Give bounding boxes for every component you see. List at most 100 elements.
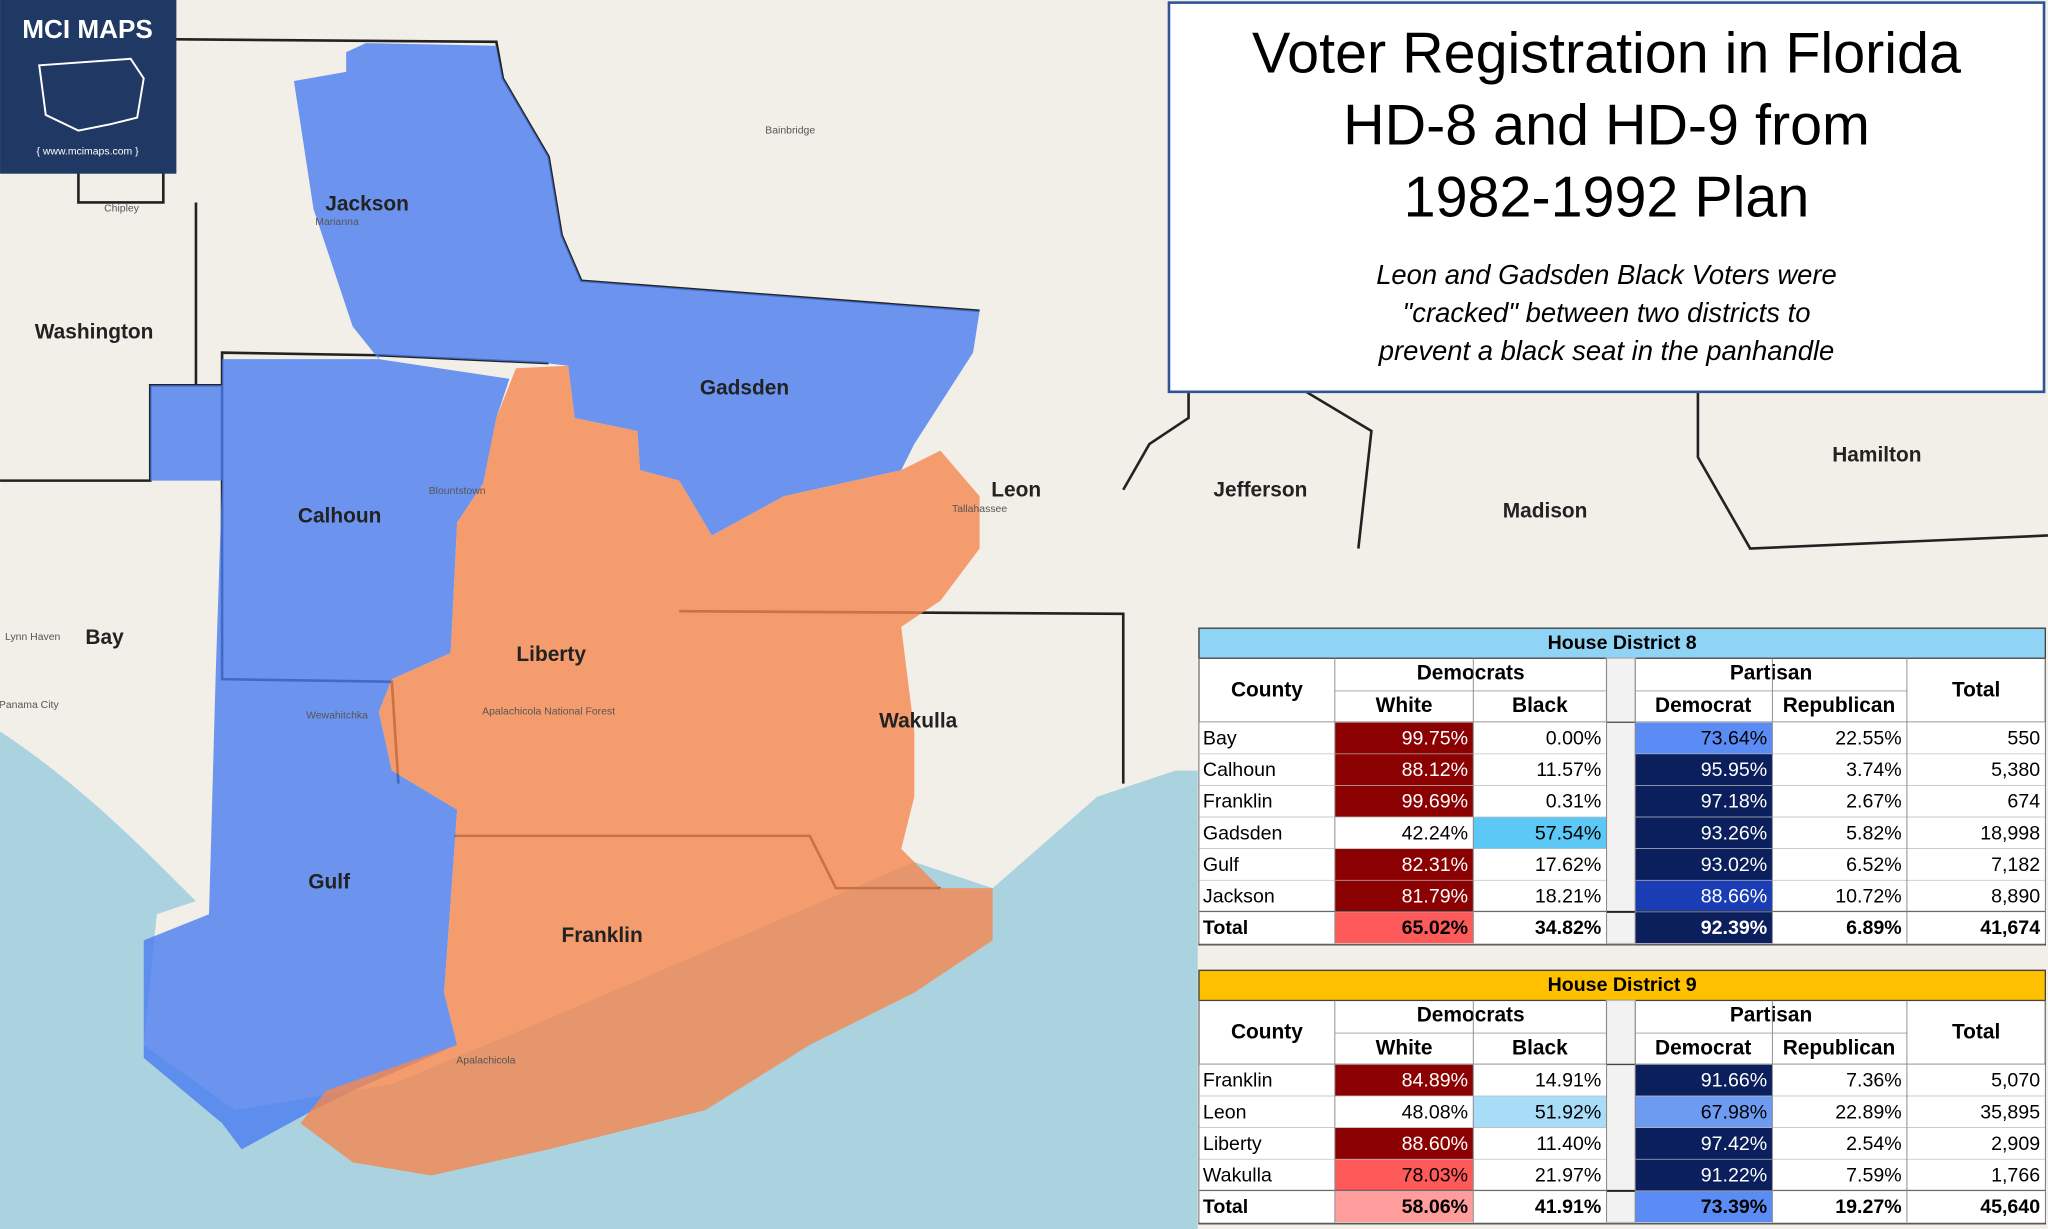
county-label: Hamilton: [1832, 443, 1921, 466]
cell: [1906, 1158, 2046, 1192]
county-label: Jackson: [325, 193, 409, 216]
county-name: Total: [1203, 1196, 1248, 1218]
column-header: Republican: [1783, 1036, 1896, 1059]
cell-value: 81.79%: [1402, 886, 1468, 908]
cell-value: 7,182: [1991, 854, 2040, 876]
cell: [1634, 911, 1773, 944]
cell: [1472, 848, 1607, 881]
cell-value: 93.02%: [1701, 854, 1767, 876]
county-name: Gadsden: [1203, 822, 1282, 844]
subtitle-line: "cracked" between two districts to: [1403, 297, 1811, 328]
place-label: Lynn Haven: [5, 632, 61, 643]
county-name: Liberty: [1203, 1133, 1262, 1155]
column-header: Black: [1512, 1036, 1568, 1059]
column-header: White: [1376, 694, 1433, 717]
cell-value: 1,766: [1991, 1165, 2040, 1187]
cell: [1906, 1190, 2046, 1223]
cell-value: 97.18%: [1701, 791, 1767, 813]
cell: [1198, 848, 1336, 881]
cell-value: 18.21%: [1535, 886, 1601, 908]
cell-value: 73.39%: [1701, 1196, 1767, 1218]
cell-value: 5,070: [1991, 1070, 2040, 1092]
cell-value: 22.89%: [1835, 1101, 1901, 1123]
cell: [1634, 1158, 1773, 1192]
cell-value: 93.26%: [1701, 822, 1767, 844]
title-panel: [1167, 1, 2046, 394]
cell-value: 51.92%: [1535, 1101, 1601, 1123]
cell-value: 82.31%: [1402, 854, 1468, 876]
cell: [1634, 816, 1773, 850]
cell-value: 99.75%: [1402, 728, 1468, 750]
cell-value: 95.95%: [1701, 759, 1767, 781]
place-label: Apalachicola: [456, 1055, 515, 1066]
cell: [1906, 785, 2046, 818]
county-name: Total: [1203, 917, 1248, 939]
cell-value: 58.06%: [1402, 1196, 1468, 1218]
county-label: Franklin: [562, 924, 643, 947]
cell: [1334, 721, 1474, 755]
logo-panel: [0, 0, 177, 174]
cell-value: 0.00%: [1546, 728, 1602, 750]
table-title-bar: [1198, 969, 2046, 1002]
place-label: Marianna: [315, 217, 359, 228]
cell: [1334, 1158, 1474, 1192]
district-8: [143, 43, 980, 1150]
cell: [1772, 1127, 1908, 1160]
cell: [1198, 1190, 1336, 1223]
logo: MCI MAPS { www.mcimaps.com }: [0, 0, 177, 174]
cell: [1906, 911, 2046, 944]
title-box: [1167, 1, 2046, 394]
cell: [1634, 1190, 1773, 1223]
logo-url: { www.mcimaps.com }: [37, 146, 140, 157]
cell-value: 84.89%: [1402, 1070, 1468, 1092]
cell-value: 17.62%: [1535, 854, 1601, 876]
county-label: Jefferson: [1213, 479, 1307, 502]
place-label: Tallahassee: [952, 504, 1007, 515]
gap-column: [1605, 999, 1636, 1224]
cell-value: 92.39%: [1701, 917, 1767, 939]
cell: [1334, 753, 1474, 786]
cell-value: 7.36%: [1846, 1070, 1902, 1092]
county-label: Gulf: [308, 870, 350, 893]
cell-value: 34.82%: [1535, 917, 1601, 939]
cell: [1334, 1095, 1474, 1128]
cell-value: 41.91%: [1535, 1196, 1601, 1218]
cell-value: 57.54%: [1535, 822, 1601, 844]
table-title: House District 9: [1548, 974, 1697, 996]
county-name: Gulf: [1203, 854, 1239, 876]
cell: [1198, 1127, 1336, 1160]
place-label: Wewahitchka: [306, 710, 368, 721]
cell: [1634, 785, 1773, 818]
cell-value: 88.66%: [1701, 886, 1767, 908]
cell: [1198, 816, 1336, 850]
cell-value: 19.27%: [1835, 1196, 1901, 1218]
cell: [1772, 1158, 1908, 1192]
cell: [1198, 1064, 1336, 1097]
cell: [1334, 1127, 1474, 1160]
cell-value: 97.42%: [1701, 1133, 1767, 1155]
cell-value: 6.52%: [1846, 854, 1902, 876]
cell: [1472, 1064, 1607, 1097]
cell-value: 45,640: [1980, 1196, 2040, 1218]
cell-value: 65.02%: [1402, 917, 1468, 939]
cell-value: 10.72%: [1835, 886, 1901, 908]
cell-value: 18,998: [1980, 822, 2040, 844]
cell-value: 91.22%: [1701, 1165, 1767, 1187]
column-header: County: [1231, 678, 1303, 701]
column-header: Democrat: [1655, 1036, 1751, 1059]
column-header: County: [1231, 1021, 1303, 1044]
cell: [1334, 1064, 1474, 1097]
cell: [1906, 1064, 2046, 1097]
cell: [1906, 816, 2046, 850]
cell-value: 42.24%: [1402, 822, 1468, 844]
cell-value: 67.98%: [1701, 1101, 1767, 1123]
county-name: Franklin: [1203, 791, 1273, 813]
county-name: Leon: [1203, 1101, 1247, 1123]
cell-value: 2,909: [1991, 1133, 2040, 1155]
gap-column: [1605, 657, 1636, 945]
cell: [1772, 785, 1908, 818]
cell: [1634, 1127, 1773, 1160]
cell-value: 88.60%: [1402, 1133, 1468, 1155]
column-header: Black: [1512, 694, 1568, 717]
table-title: House District 8: [1548, 632, 1697, 654]
